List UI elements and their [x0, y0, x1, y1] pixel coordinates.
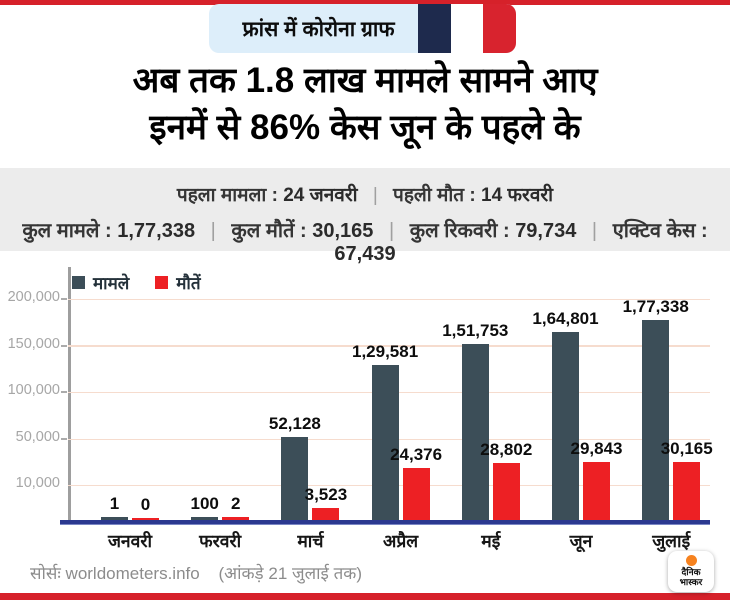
y-tick-label: 100,000 — [7, 382, 60, 399]
bar-value-label: 52,128 — [268, 414, 321, 434]
deaths-swatch-icon — [155, 276, 169, 289]
bar-value-label: 1,77,338 — [622, 297, 689, 317]
sun-icon — [685, 555, 697, 566]
cases-bar — [281, 437, 309, 520]
total-recovery-label: कुल रिकवरी : — [409, 220, 510, 242]
y-tick-mark — [61, 391, 67, 394]
stats-band: पहला मामला : 24 जनवरी | पहली मौत : 14 फर… — [0, 168, 730, 265]
bar-value-label: 0 — [140, 495, 151, 514]
deaths-bar — [402, 468, 430, 520]
x-axis-baseline — [60, 520, 710, 525]
bar-value-label: 3,523 — [304, 484, 348, 504]
y-tick-mark — [61, 344, 67, 347]
deaths-bar — [222, 517, 250, 520]
chart-legend: मामले मौतें — [72, 271, 201, 294]
bar-value-label: 1,51,753 — [442, 321, 509, 341]
y-tick-mark — [61, 298, 67, 301]
title-line-2: इनमें से 86% केस जून के पहले के — [149, 107, 581, 147]
bar-value-label: 1 — [109, 494, 120, 513]
flag-white-stripe — [450, 4, 484, 53]
data-note: (आंकड़े 21 जुलाई तक) — [218, 564, 363, 583]
first-death-label: पहली मौत : — [393, 185, 476, 206]
active-cases-value: 67,439 — [334, 243, 396, 265]
first-case-value: 24 जनवरी — [283, 185, 358, 206]
month-label: जनवरी — [107, 531, 153, 551]
legend-item-deaths: मौतें — [155, 271, 201, 294]
cases-bar — [461, 344, 489, 520]
legend-item-cases: मामले — [72, 271, 129, 294]
month-label: अप्रैल — [382, 531, 419, 551]
legend-deaths-label: मौतें — [176, 274, 201, 293]
cases-bar — [191, 517, 219, 520]
footer: सोर्सः worldometers.info (आंकड़े 21 जुला… — [30, 561, 362, 584]
y-tick-label: 50,000 — [15, 429, 60, 445]
dainik-bhaskar-logo: दैनिक भास्कर — [668, 551, 714, 592]
cases-bar — [552, 332, 579, 520]
brand-name: दैनिक भास्कर — [679, 567, 703, 588]
total-cases-label: कुल मामले : — [22, 220, 112, 242]
cases-bar — [101, 517, 128, 520]
y-tick-label: 200,000 — [7, 289, 60, 306]
month-label: फरवरी — [199, 531, 242, 551]
deaths-bar — [673, 461, 701, 520]
month-label: मार्च — [297, 531, 324, 551]
top-accent-bar — [0, 0, 730, 5]
gridline — [68, 345, 710, 347]
bar-value-label: 28,802 — [480, 440, 533, 460]
divider: | — [372, 185, 378, 206]
stats-line-1: पहला मामला : 24 जनवरी | पहली मौत : 14 फर… — [0, 181, 730, 207]
first-death-value: 14 फरवरी — [481, 185, 554, 206]
divider: | — [388, 220, 395, 242]
bottom-accent-bar — [0, 593, 730, 600]
bar-value-label: 1,29,581 — [352, 341, 419, 361]
month-label: जुलाई — [652, 531, 691, 551]
total-recovery-value: 79,734 — [515, 220, 577, 242]
cases-swatch-icon — [72, 276, 85, 289]
deaths-bar — [492, 463, 520, 520]
total-deaths-label: कुल मौतें : — [231, 220, 307, 242]
source-text: सोर्सः worldometers.info — [30, 564, 200, 583]
bar-value-label: 100 — [190, 494, 219, 513]
bar-value-label: 1,64,801 — [532, 309, 599, 328]
header-tag: फ्रांस में कोरोना ग्राफ — [209, 4, 516, 53]
bar-value-label: 30,165 — [660, 438, 713, 458]
gridline — [68, 298, 710, 301]
stats-line-2: कुल मामले : 1,77,338 | कुल मौतें : 30,16… — [0, 216, 730, 266]
flag-red-stripe — [483, 4, 516, 53]
divider: | — [210, 220, 216, 242]
title-line-1: अब तक 1.8 लाख मामले सामने आए — [132, 61, 598, 100]
y-tick-label: 10,000 — [15, 475, 60, 491]
bar-value-label: 24,376 — [390, 445, 443, 465]
legend-cases-label: मामले — [93, 274, 130, 293]
bar-value-label: 29,843 — [570, 439, 623, 459]
flag-blue-stripe — [418, 4, 451, 53]
bar-value-label: 2 — [230, 494, 241, 513]
month-label: मई — [481, 531, 501, 551]
bar-chart: 200,000 150,000 100,000 50,000 10,000 1 0 जनवरी… — [0, 267, 730, 560]
first-case-label: पहला मामला : — [176, 185, 278, 206]
total-cases-value: 1,77,338 — [117, 220, 196, 242]
y-tick-label: 150,000 — [7, 335, 60, 352]
total-deaths-value: 30,165 — [312, 220, 374, 242]
cases-bar — [642, 320, 670, 520]
deaths-bar — [312, 507, 340, 520]
cases-bar — [371, 364, 399, 520]
header-tag-label: फ्रांस में कोरोना ग्राफ — [242, 17, 395, 41]
page-title: अब तक 1.8 लाख मामले सामने आए इनमें से 86… — [0, 58, 730, 151]
y-tick-mark — [61, 438, 67, 440]
divider: | — [591, 220, 598, 242]
active-cases-label: एक्टिव केस : — [612, 220, 708, 242]
deaths-bar — [132, 518, 159, 520]
deaths-bar — [583, 462, 610, 520]
month-label: जून — [569, 531, 593, 551]
france-flag-icon — [418, 4, 516, 53]
y-axis-line — [68, 267, 71, 520]
